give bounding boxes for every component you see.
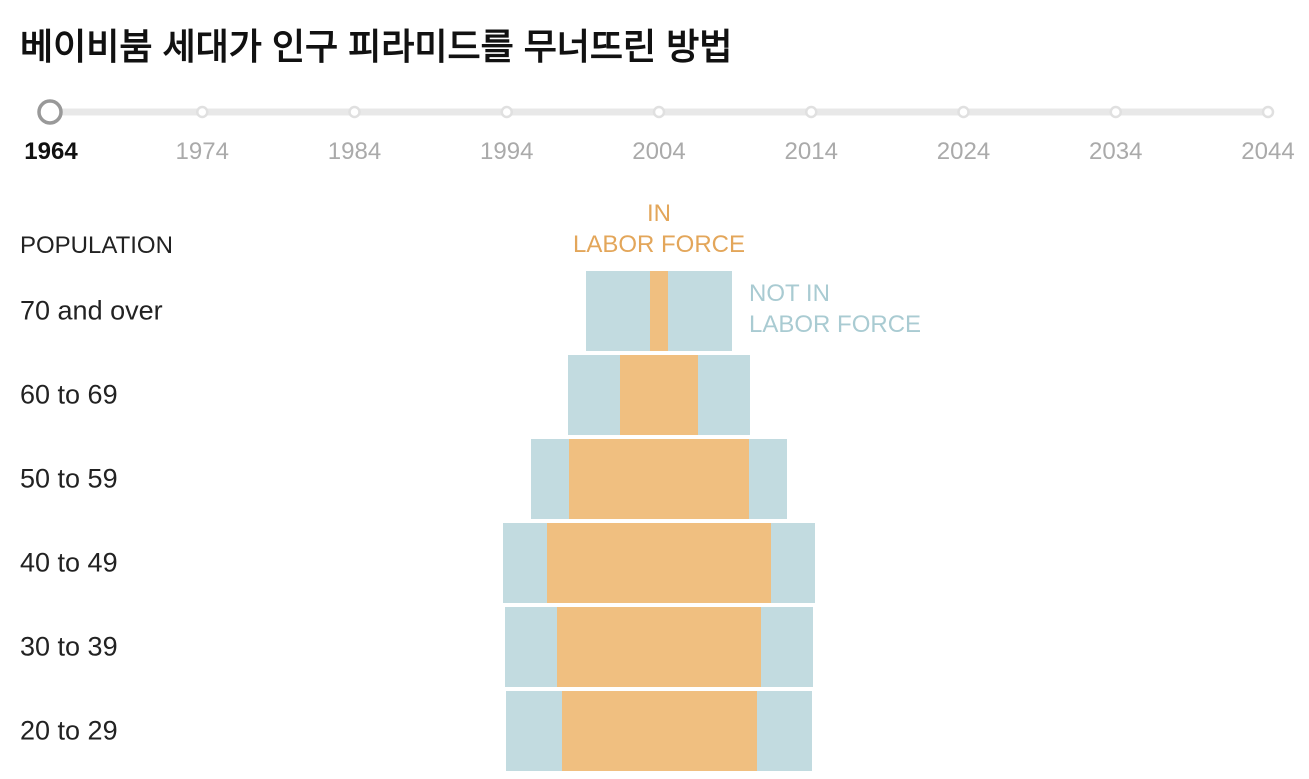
bar-in-labor [547, 523, 771, 603]
year-label[interactable]: 1984 [327, 138, 382, 165]
bar-in-labor [561, 691, 757, 771]
bar-in-labor [620, 355, 698, 435]
bar-not-in-labor-left [504, 607, 557, 687]
timeline-dot [348, 105, 361, 119]
category-label: 20 to 29 [20, 715, 118, 746]
timeline-dot [500, 105, 513, 119]
title: 베이비붐 세대가 인구 피라미드를 무너뜨린 방법 [20, 26, 733, 67]
bar-not-in-labor-right [756, 691, 812, 771]
legend-not-in-labor: NOT IN LABOR FORCE [749, 280, 922, 338]
category-label: 50 to 59 [20, 463, 118, 494]
bar-in-labor [568, 439, 750, 519]
year-label[interactable]: 2034 [1089, 138, 1143, 165]
year-label[interactable]: 1974 [175, 138, 229, 165]
legend-in-labor: IN LABOR FORCE [572, 200, 746, 258]
year-label[interactable]: 2004 [632, 138, 686, 165]
bar-not-in-labor-right [668, 271, 732, 351]
timeline [37, 99, 1275, 125]
year-label[interactable]: 2014 [784, 138, 838, 165]
bar-not-in-labor-right [761, 607, 814, 687]
bar-not-in-labor-left [506, 691, 562, 771]
timeline-dot [805, 105, 818, 119]
timeline-dot [196, 105, 209, 119]
year-label[interactable]: 2024 [936, 138, 991, 165]
timeline-dot [1109, 105, 1122, 119]
year-label[interactable]: 1964 [24, 138, 78, 165]
bar-not-in-labor-right [749, 439, 788, 519]
year-label[interactable]: 2044 [1241, 138, 1295, 165]
category-label: 60 to 69 [20, 379, 118, 410]
timeline-dot [652, 105, 666, 119]
bar-not-in-labor-left [530, 439, 569, 519]
axis-label: POPULATION [20, 232, 173, 259]
timeline-handle [37, 99, 63, 125]
timeline-dot [957, 105, 970, 119]
bar-not-in-labor-left [568, 355, 620, 435]
bar-in-labor [556, 607, 762, 687]
bar-not-in-labor-right [770, 523, 815, 603]
timeline-dot [1261, 105, 1275, 119]
bar-in-labor [649, 271, 669, 351]
category-label: 40 to 49 [20, 547, 118, 578]
category-label: 70 and over [20, 295, 163, 326]
bar-not-in-labor-right [698, 355, 750, 435]
bar-not-in-labor-left [503, 523, 548, 603]
category-label: 30 to 39 [20, 631, 118, 662]
year-label[interactable]: 1994 [480, 138, 534, 165]
bar-not-in-labor-left [586, 271, 650, 351]
